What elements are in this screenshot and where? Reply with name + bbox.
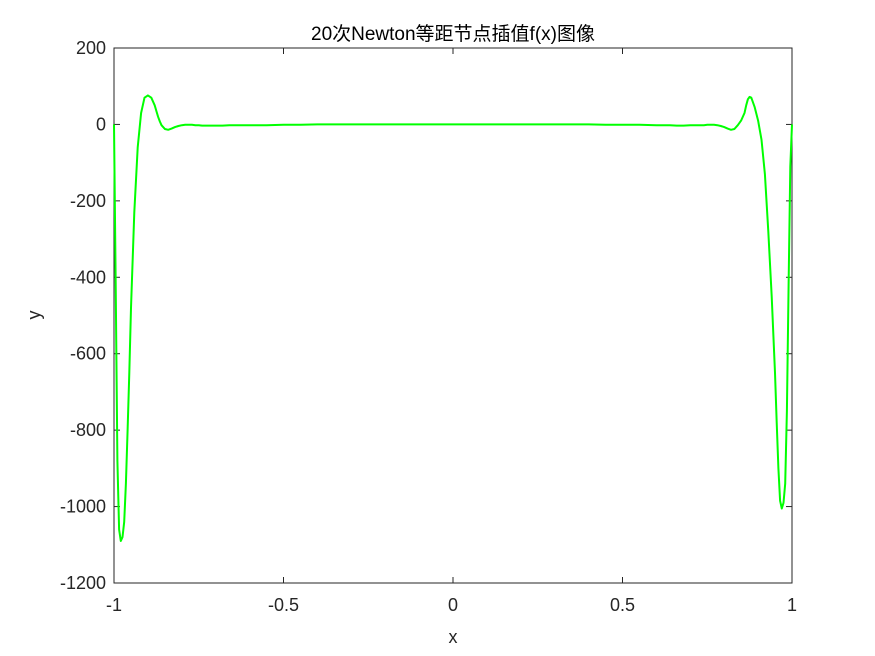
y-axis-label: y (24, 311, 44, 320)
y-tick-label: 0 (96, 114, 106, 134)
x-axis-label: x (449, 627, 458, 647)
x-tick-label: -1 (106, 595, 122, 615)
y-tick-label: -400 (70, 267, 106, 287)
y-tick-label: -200 (70, 191, 106, 211)
axes (113, 47, 793, 584)
tick-labels: -1 -0.5 0 0.5 1 -1200 -1000 -800 -600 -400 -200 0 20… (60, 38, 797, 615)
y-tick-label: -800 (70, 420, 106, 440)
x-tick-label: 0.5 (610, 595, 635, 615)
plot-area (113, 94, 793, 542)
x-tick-label: 1 (787, 595, 797, 615)
axes-box (113, 47, 793, 584)
y-tick-label: -1000 (60, 497, 106, 517)
chart-title: 20次Newton等距节点插值f(x)图像 (311, 23, 595, 45)
series-line (113, 94, 793, 542)
x-tick-label: -0.5 (268, 595, 299, 615)
y-tick-label: -1200 (60, 573, 106, 593)
x-tick-label: 0 (448, 595, 458, 615)
y-tick-label: -600 (70, 344, 106, 364)
y-tick-label: 200 (76, 38, 106, 58)
